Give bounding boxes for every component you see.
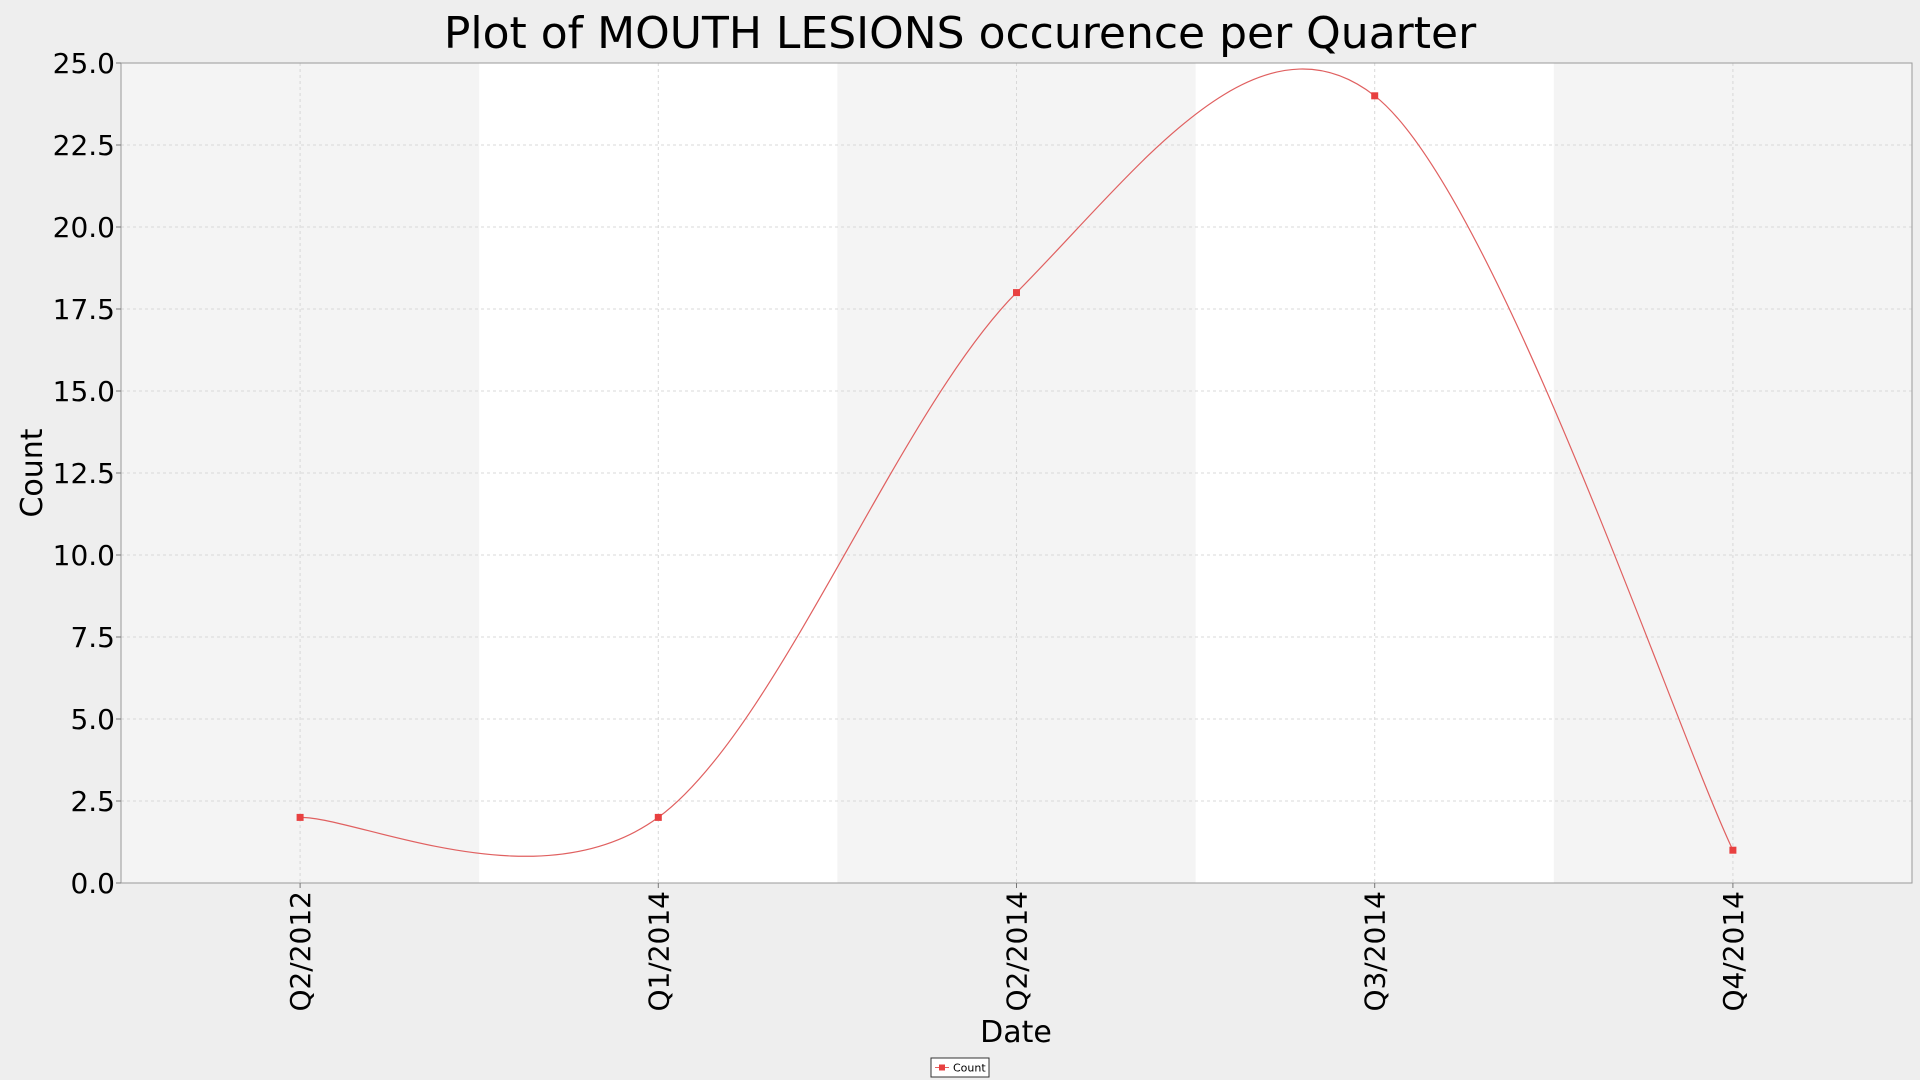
y-axis-ticks: 0.0 2.5 5.0 7.5 10.0 12.5 15.0 17.5 20.0 22.5 25.0: [53, 47, 121, 900]
y-tick-label: 10.0: [53, 539, 115, 572]
data-point: [1729, 846, 1737, 854]
legend-swatch-marker: [939, 1064, 945, 1071]
data-point: [296, 813, 304, 821]
x-axis-ticks: Q2/2012 Q1/2014 Q2/2014 Q3/2014 Q4/2014: [284, 883, 1750, 1012]
y-tick-label: 5.0: [70, 703, 115, 736]
y-tick-label: 0.0: [70, 867, 115, 900]
x-tick-label: Q3/2014: [1359, 891, 1392, 1012]
y-tick-label: 22.5: [53, 129, 115, 162]
x-tick-label: Q2/2012: [284, 891, 317, 1012]
y-tick-label: 12.5: [53, 457, 115, 490]
y-tick-label: 7.5: [70, 621, 115, 654]
x-axis-label: Date: [980, 1015, 1052, 1050]
y-axis-label: Count: [15, 428, 50, 517]
y-tick-label: 15.0: [53, 375, 115, 408]
data-point: [1371, 92, 1379, 100]
x-tick-label: Q1/2014: [642, 891, 675, 1012]
y-tick-label: 17.5: [53, 293, 115, 326]
series-line: [300, 68, 1734, 857]
data-point: [654, 813, 662, 821]
x-tick-label: Q2/2014: [1001, 891, 1034, 1012]
x-tick-label: Q4/2014: [1717, 891, 1750, 1012]
legend: Count: [930, 1057, 990, 1078]
chart-title: Plot of MOUTH LESIONS occurence per Quar…: [444, 8, 1477, 59]
legend-label: Count: [953, 1062, 986, 1075]
y-tick-label: 20.0: [53, 211, 115, 244]
legend-box: [930, 1057, 990, 1078]
data-point: [1013, 289, 1020, 297]
y-tick-label: 25.0: [53, 47, 115, 80]
y-tick-label: 2.5: [70, 785, 115, 818]
series-layer: [296, 68, 1737, 857]
grid: [121, 62, 1912, 884]
